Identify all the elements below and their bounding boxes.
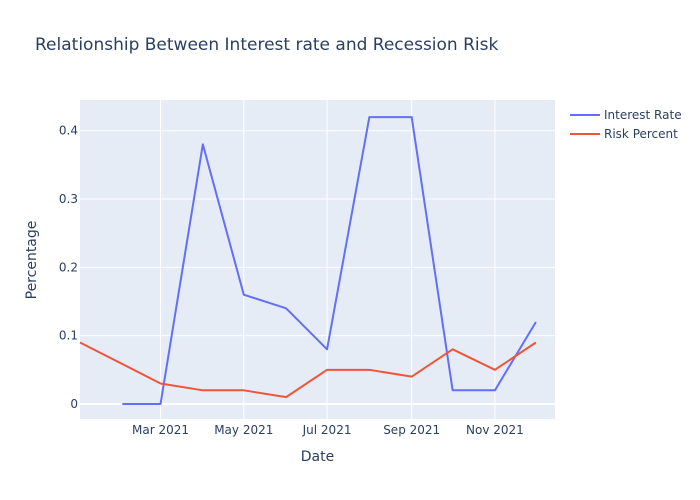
y-tick-label: 0.1 xyxy=(59,329,78,343)
y-tick-label: 0.3 xyxy=(59,192,78,206)
y-tick-label: 0.4 xyxy=(59,124,78,138)
series-line-interest-rate xyxy=(122,116,537,405)
x-tick-label: May 2021 xyxy=(214,423,273,437)
x-tick-label: Nov 2021 xyxy=(466,423,524,437)
y-tick-label: 0 xyxy=(70,397,78,411)
x-tick-labels: Mar 2021 May 2021 Jul 2021 Sep 2021 Nov 2021 xyxy=(132,423,524,437)
chart-title: Relationship Between Interest rate and R… xyxy=(35,35,499,55)
legend: Interest Rate Risk Percent xyxy=(570,108,682,141)
y-tick-labels: 0 0.1 0.2 0.3 0.4 xyxy=(59,124,78,411)
legend-label: Interest Rate xyxy=(604,108,682,122)
y-tick-label: 0.2 xyxy=(59,260,78,274)
plot-area xyxy=(80,100,555,419)
x-tick-label: Mar 2021 xyxy=(132,423,189,437)
legend-label: Risk Percent xyxy=(604,127,678,141)
x-axis-title: Date xyxy=(301,449,334,465)
series-layer xyxy=(79,116,537,405)
x-tick-label: Jul 2021 xyxy=(302,423,352,437)
series-line-risk-percent xyxy=(79,341,537,399)
x-tick-label: Sep 2021 xyxy=(383,423,440,437)
x-gridlines xyxy=(160,100,496,419)
y-axis-title: Percentage xyxy=(24,221,40,300)
